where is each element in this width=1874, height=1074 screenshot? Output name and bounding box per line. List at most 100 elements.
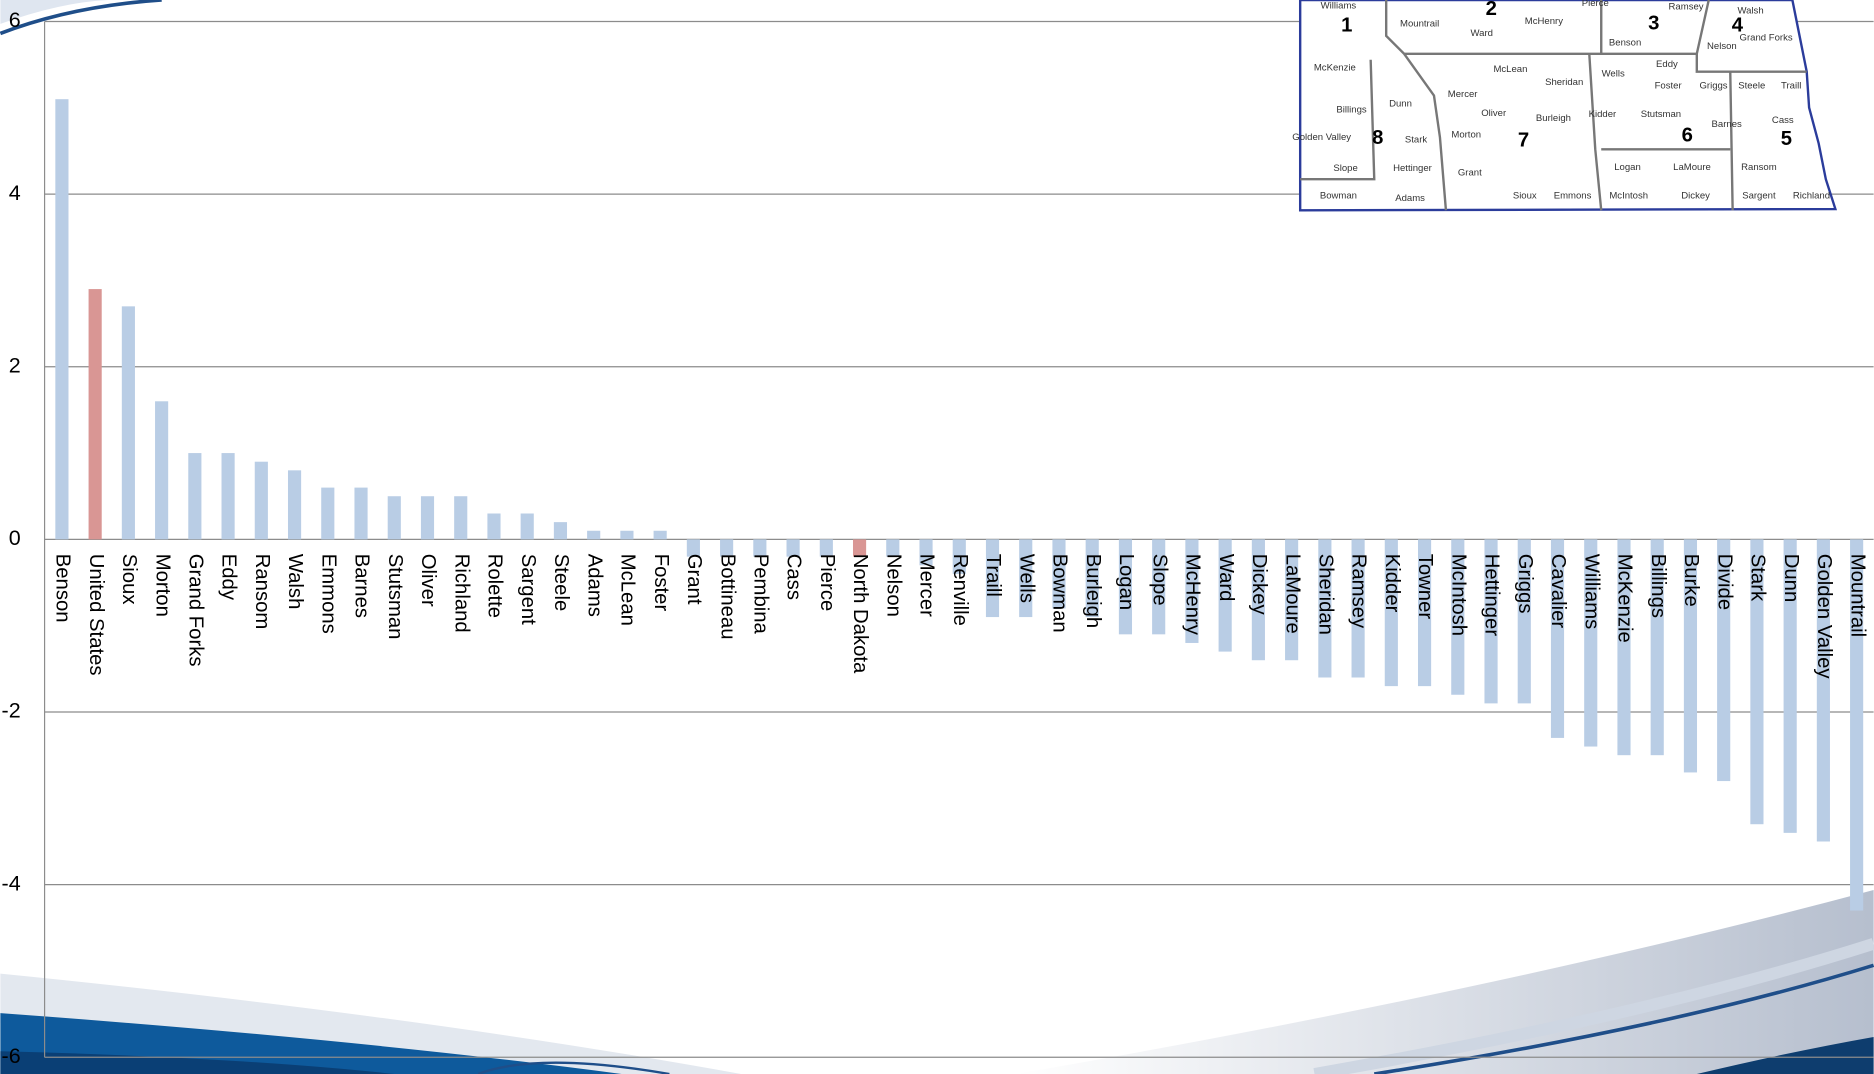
county-label: Billings	[1336, 104, 1366, 115]
x-tick-label: Foster	[650, 554, 672, 612]
x-tick-label: Ramsey	[1348, 554, 1370, 629]
county-label: Griggs	[1699, 81, 1727, 92]
district-number: 7	[1518, 129, 1529, 151]
county-label: Sheridan	[1545, 77, 1583, 88]
x-tick-label: Dunn	[1780, 554, 1802, 603]
bar	[1816, 539, 1830, 842]
x-tick-label: Adams	[583, 554, 605, 617]
x-tick-label: Griggs	[1514, 554, 1536, 614]
county-label: Williams	[1321, 0, 1357, 11]
x-tick-label: Sargent	[517, 554, 539, 625]
county-label: Ransom	[1741, 162, 1777, 173]
x-tick-label: Emmons	[317, 554, 339, 634]
x-tick-label: Sioux	[118, 554, 140, 605]
bar	[786, 539, 800, 557]
bar	[952, 539, 966, 574]
bar	[55, 99, 69, 540]
county-label: Cass	[1772, 115, 1794, 126]
county-label: Emmons	[1554, 190, 1592, 201]
x-tick-label: Mercer	[916, 554, 938, 617]
county-label: McKenzie	[1314, 63, 1356, 74]
county-label: Steele	[1738, 81, 1765, 92]
bar	[919, 539, 933, 566]
county-label: Dunn	[1389, 98, 1412, 109]
x-tick-label: Hettinger	[1481, 554, 1503, 637]
district-number: 4	[1732, 15, 1744, 37]
county-label: Golden Valley	[1292, 132, 1351, 143]
county-label: Barnes	[1712, 119, 1742, 130]
county-label: Logan	[1614, 162, 1641, 173]
county-label: Grand Forks	[1740, 33, 1793, 44]
bar	[653, 530, 667, 540]
county-label: Walsh	[1737, 5, 1763, 16]
county-label: Hettinger	[1393, 163, 1433, 174]
bar	[1584, 539, 1598, 747]
bar	[221, 453, 235, 540]
x-tick-label: Dickey	[1248, 554, 1270, 616]
county-label: LaMoure	[1673, 162, 1711, 173]
bar	[587, 530, 601, 540]
bar	[1650, 539, 1664, 756]
county-label: Dickey	[1681, 190, 1710, 201]
bar	[1717, 539, 1731, 782]
county-label: Foster	[1655, 81, 1683, 92]
county-label: Nelson	[1707, 41, 1737, 52]
bar	[454, 496, 468, 540]
x-tick-label: Sheridan	[1314, 554, 1336, 635]
county-label: Wells	[1602, 69, 1625, 80]
x-tick-label: Ward	[1215, 554, 1237, 602]
county-label: McHenry	[1525, 16, 1563, 27]
x-tick-label: Logan	[1115, 554, 1137, 610]
x-tick-label: McLean	[617, 554, 639, 626]
y-tick-label: 6	[9, 8, 21, 32]
bar	[1451, 539, 1465, 695]
x-tick-label: Slope	[1148, 554, 1170, 606]
x-tick-label: Burke	[1680, 554, 1702, 607]
bar	[321, 487, 335, 540]
bar	[1251, 539, 1265, 661]
county-label: Burleigh	[1536, 113, 1571, 124]
x-tick-label: Stark	[1747, 554, 1769, 602]
bar	[1285, 539, 1299, 661]
x-tick-label: McHenry	[1182, 554, 1204, 636]
x-tick-label: Pierce	[816, 554, 838, 612]
y-tick-label: 4	[9, 181, 21, 205]
x-tick-label: Cass	[783, 554, 805, 600]
bar	[520, 513, 534, 540]
x-tick-label: Ransom	[251, 554, 273, 630]
x-tick-label: Traill	[982, 554, 1004, 597]
district-number: 6	[1682, 125, 1693, 147]
county-label: Slope	[1333, 163, 1357, 174]
x-tick-label: Stutsman	[384, 554, 406, 640]
x-tick-label: Bottineau	[716, 554, 738, 640]
bar	[1517, 539, 1531, 704]
x-tick-label: Wells	[1015, 554, 1037, 603]
bar	[886, 539, 900, 557]
bar	[1085, 539, 1099, 618]
bar	[1417, 539, 1432, 687]
bar	[852, 539, 867, 557]
district-number: 3	[1648, 12, 1659, 34]
map-inset: Williams Mountrail Ward McHenry Pierce Ramsey…	[1292, 0, 1838, 212]
county-label: Sioux	[1513, 190, 1537, 201]
county-label: Grant	[1458, 168, 1482, 179]
x-tick-label: Steele	[550, 554, 572, 612]
bar	[1152, 539, 1166, 635]
x-tick-label: Burleigh	[1082, 554, 1104, 628]
county-label: Traill	[1781, 81, 1801, 92]
bar	[753, 539, 767, 557]
x-tick-label: United States	[85, 554, 107, 676]
county-label: Mercer	[1448, 89, 1479, 100]
bar	[254, 461, 268, 540]
bar	[387, 496, 401, 540]
bar	[1118, 539, 1133, 635]
bar	[1683, 539, 1698, 773]
x-tick-label: Grant	[683, 554, 705, 605]
bar	[1351, 539, 1365, 678]
x-tick-label: Cavalier	[1547, 554, 1569, 629]
x-tick-label: Morton	[151, 554, 173, 617]
bar	[420, 496, 435, 540]
district-number: 1	[1341, 15, 1352, 37]
y-tick-label: 2	[9, 353, 21, 377]
bar	[1550, 539, 1565, 738]
